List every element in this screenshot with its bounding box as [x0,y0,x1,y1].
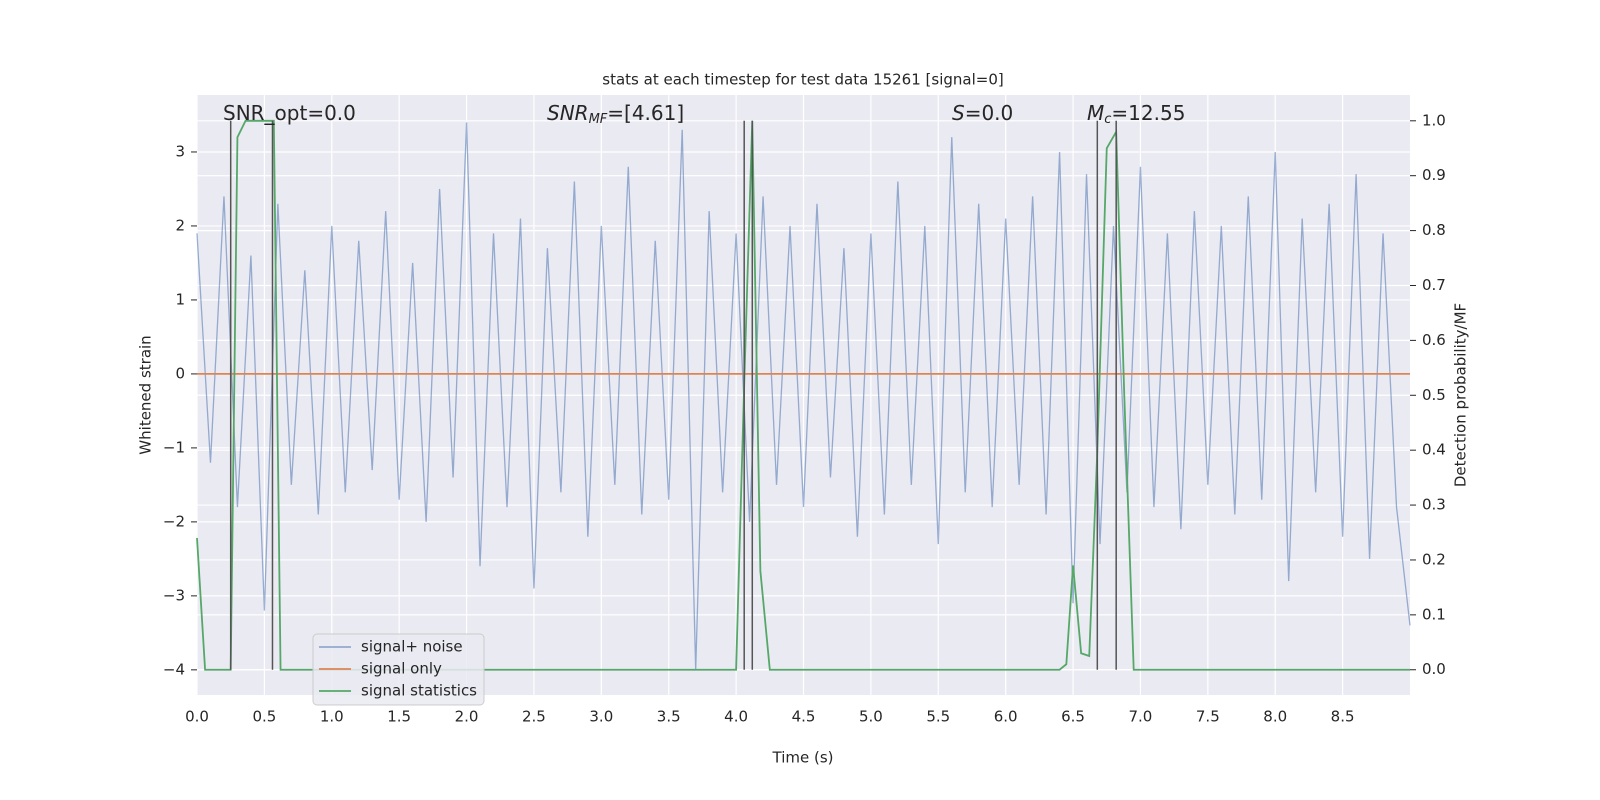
legend: signal+ noise signal only signal statistic… [312,633,485,706]
y2-axis-label: Detection probability/MF [1452,303,1470,487]
y-tick-label: −3 [163,586,185,604]
x-tick-label: 2.5 [522,708,546,726]
y2-tick-label: 1.0 [1422,111,1446,129]
y2-tick-label: 0.7 [1422,276,1446,294]
y2-tick-label: 0.3 [1422,496,1446,514]
x-tick-label: 3.0 [589,708,613,726]
x-tick-label: 6.0 [994,708,1018,726]
y2-tick-label: 0.1 [1422,605,1446,623]
annotation: SNR_opt=0.0 [223,101,356,125]
series-line [196,119,1410,671]
x-axis-label: Time (s) [772,749,834,767]
y-tick-label: −4 [163,660,185,678]
x-tick-label: 5.5 [926,708,950,726]
x-tick-label: 0.5 [252,708,276,726]
grid [196,95,1410,695]
y2-tick-label: 0.9 [1422,166,1446,184]
annotation-text: M [1087,101,1104,125]
y-tick-label: −2 [163,512,185,530]
x-tick-label: 4.0 [724,708,748,726]
annotation: Mc=12.55 [1087,101,1185,127]
legend-box [312,633,485,706]
annotation-sub: MF [589,112,608,127]
x-tick-label: 0.0 [185,708,209,726]
annotation-text: SNR [547,101,589,125]
x-tick-label: 7.0 [1129,708,1153,726]
x-tick-label: 7.5 [1196,708,1220,726]
x-tick-label: 1.5 [387,708,411,726]
y-tick-label: 1 [175,290,185,308]
annotation-text: SNR_opt=0.0 [223,101,356,125]
legend-label: signal+ noise [361,638,463,656]
series-line [196,122,1411,670]
x-tick-label: 5.0 [859,708,883,726]
y2-tick-label: 0.4 [1422,441,1446,459]
annotation-rest: =0.0 [965,101,1014,125]
annotation: SNRMF=[4.61] [547,101,684,127]
legend-label: signal statistics [361,682,477,700]
y-axis-label: Whitened strain [137,335,155,454]
x-tick-label: 8.0 [1263,708,1287,726]
x-tick-label: 3.5 [657,708,681,726]
annotation-rest: =12.55 [1111,101,1185,125]
annotation-sub: c [1104,112,1111,127]
annotation: S=0.0 [952,101,1013,125]
y-tick-label: −1 [163,438,185,456]
chart-title: stats at each timestep for test data 152… [602,71,1003,89]
x-tick-label: 2.0 [455,708,479,726]
y2-tick-label: 0.0 [1422,660,1446,678]
y-tick-label: 2 [175,216,185,234]
y2-tick-label: 0.5 [1422,386,1446,404]
y2-tick-label: 0.8 [1422,221,1446,239]
x-tick-label: 4.5 [792,708,816,726]
x-tick-label: 8.5 [1331,708,1355,726]
x-tick-label: 6.5 [1061,708,1085,726]
legend-label: signal only [361,660,442,678]
marks [196,119,1411,671]
y-tick-label: 0 [175,364,185,382]
annotation-text: S [952,101,965,125]
annotation-rest: =[4.61] [607,101,684,125]
y2-tick-label: 0.6 [1422,331,1446,349]
y-tick-label: 3 [175,142,185,160]
y2-tick-label: 0.2 [1422,550,1446,568]
x-tick-label: 1.0 [320,708,344,726]
